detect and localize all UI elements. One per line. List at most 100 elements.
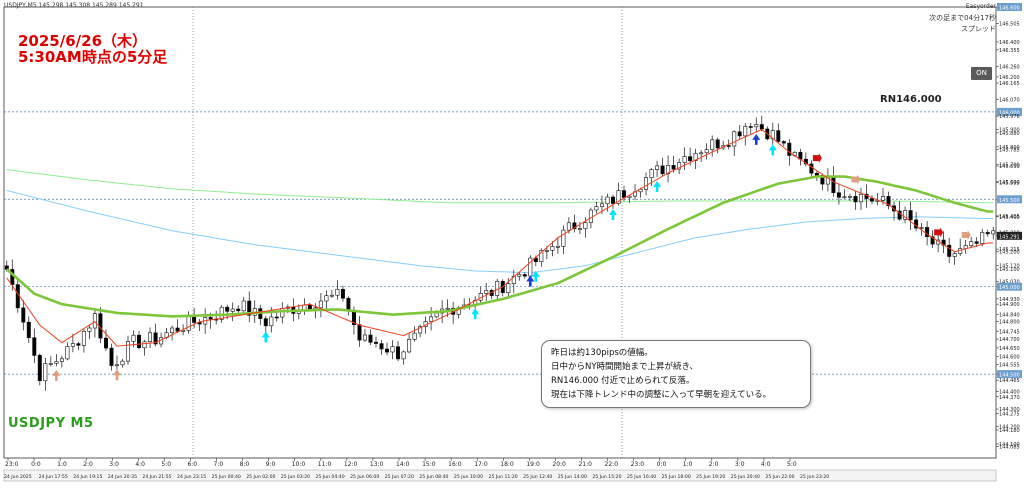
price-tag-bg [997,282,1022,291]
candle [610,196,615,204]
date-label: 25 Jun 19:20 [696,474,725,480]
time-label: 4:0 [761,461,771,468]
candle [853,196,858,203]
signal-arrow-up [768,144,777,156]
candle [842,196,847,199]
candle [407,338,412,353]
time-label: 14:0 [396,461,410,468]
ema-mid-line [5,175,994,318]
date-label: 25 Jun 11:20 [489,474,518,480]
candle [969,241,974,246]
signal-arrow-faint [851,174,861,185]
candle [318,300,323,309]
candle [726,145,731,147]
y-tick-label: 144.600 [999,355,1020,361]
signal-arrow-up [653,181,662,193]
candle [511,275,516,285]
candle [599,203,604,208]
time-label: 21:0 [578,461,592,468]
candle [781,141,786,144]
date-label: 25 Jun 07:20 [385,474,414,480]
date-label: 25 Jun 03:20 [281,474,310,480]
candle [831,175,836,194]
candle [787,142,792,156]
candle [776,130,781,142]
candle [137,334,142,349]
time-label: 20:0 [552,461,566,468]
candle [445,307,450,310]
y-tick-label: 144.085 [999,445,1020,451]
price-tag-bg [997,3,1022,11]
y-tick-label: 144.930 [999,297,1020,303]
candle [59,358,64,362]
y-tick-label: 144.400 [999,390,1020,396]
candle [208,317,213,320]
y-tick-label: 144.300 [999,407,1020,413]
y-tick-label: 145.800 [999,145,1020,151]
date-label: 25 Jun 08:40 [419,474,448,480]
time-label: 19:0 [526,461,540,468]
y-tick-label: 146.070 [999,98,1020,104]
candle [335,288,340,296]
candle [847,196,852,198]
candle [533,257,538,263]
candle [225,306,230,312]
signal-arrow-faint [961,229,971,240]
candle [677,162,682,170]
candle [655,165,660,170]
candle [186,315,191,331]
candle [197,322,202,325]
y-tick-label: 145.700 [999,162,1020,168]
on-toggle-button[interactable]: ON [971,67,992,80]
candle [230,308,235,312]
commentary-box: 昨日は約130pipsの値幅。 日中からNY時間開始まで上昇が続き、 RN146… [541,340,811,408]
candle [401,351,406,360]
candle [418,326,423,334]
candle [368,334,373,343]
price-tag-bg [997,195,1022,204]
time-label: 16:0 [448,461,462,468]
candle [142,341,147,349]
candle [886,196,891,207]
date-label: 25 Jun 06:00 [350,474,379,480]
candle [561,229,566,247]
time-label: 5:0 [161,461,171,468]
time-label: 17:0 [474,461,488,468]
candle [517,274,522,277]
time-label: 23:0 [5,461,19,468]
date-label: 25 Jun 12:40 [523,474,552,480]
candle [81,330,86,346]
note-line: 昨日は約130pipsの値幅。 [551,348,653,358]
candle [583,222,588,229]
candle [324,295,329,302]
title-date: 2025/6/26（木） [18,32,148,50]
candle [836,192,841,198]
y-tick-label: 145.600 [999,180,1020,186]
time-label: 7:0 [214,461,224,468]
y-tick-label: 146.000 [999,110,1020,116]
y-tick-label: 144.500 [999,373,1020,379]
time-label: 3:0 [109,461,119,468]
time-label: 23:0 [631,461,645,468]
candle [869,198,874,202]
candle [974,241,979,244]
candle [594,206,599,211]
candle [947,244,952,257]
y-tick-label: 146.165 [999,81,1020,87]
date-label: 25 Jun 10:00 [454,474,483,480]
candle [412,332,417,340]
candle [115,364,120,367]
candle [148,332,153,342]
note-line: 現在は下降トレンド中の調整に入って早朝を迎えている。 [551,390,772,400]
candle [550,246,555,251]
y-tick-label: 145.595 [999,181,1020,187]
candle [985,232,990,235]
candle [126,341,131,362]
y-tick-label: 146.260 [999,64,1020,70]
y-tick-label: 144.650 [999,346,1020,352]
y-tick-label: 145.880 [999,131,1020,137]
candle [120,360,125,366]
candle [754,124,759,128]
